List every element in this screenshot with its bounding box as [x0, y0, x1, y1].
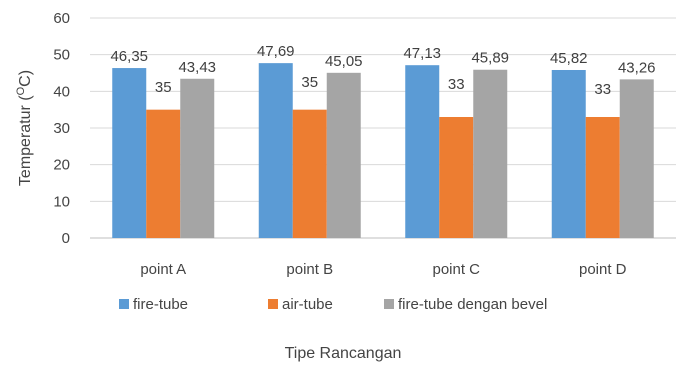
data-label: 47,13	[403, 45, 441, 62]
y-tick-label: 0	[62, 230, 70, 247]
bar-air-tube-point-D	[585, 117, 620, 238]
bar-fire-tube-dengan-bevel-point-C	[473, 69, 508, 238]
y-tick-label: 50	[53, 47, 70, 64]
bar-fire-tube-dengan-bevel-point-B	[326, 72, 361, 238]
data-label: 33	[594, 81, 611, 98]
data-label: 47,69	[257, 43, 295, 60]
bar-fire-tube-dengan-bevel-point-A	[180, 78, 215, 238]
legend-swatch	[384, 299, 394, 309]
x-category-label: point A	[140, 261, 186, 278]
bar-fire-tube-point-A	[112, 68, 147, 238]
data-label: 45,82	[550, 50, 588, 67]
data-label: 33	[448, 76, 465, 93]
bar-fire-tube-point-D	[551, 69, 586, 238]
bar-air-tube-point-C	[439, 117, 474, 238]
x-category-label: point D	[579, 261, 627, 278]
data-label: 35	[155, 79, 172, 96]
data-label: 43,43	[178, 59, 216, 76]
bars	[112, 63, 654, 239]
legend-label: fire-tube	[133, 296, 188, 313]
y-tick-label: 20	[53, 157, 70, 174]
data-labels: 46,35 35 43,43 47,69 35 45,05 47,13 33 45,89 45,8…	[110, 43, 655, 98]
data-label: 45,89	[471, 50, 509, 67]
bar-fire-tube-dengan-bevel-point-D	[619, 79, 654, 238]
y-axis-ticks: 0 10 20 30 40 50 60	[53, 10, 70, 247]
data-label: 46,35	[110, 48, 148, 65]
legend-swatch	[268, 299, 278, 309]
legend-label: fire-tube dengan bevel	[398, 296, 547, 313]
bar-fire-tube-point-C	[405, 65, 440, 238]
y-axis-label: Temperatur (OC)	[15, 70, 34, 186]
x-category-label: point C	[432, 261, 480, 278]
data-label: 45,05	[325, 53, 363, 70]
legend: fire-tube air-tube fire-tube dengan bevel	[119, 296, 547, 313]
x-category-label: point B	[286, 261, 333, 278]
y-tick-label: 30	[53, 120, 70, 137]
y-tick-label: 60	[53, 10, 70, 27]
y-tick-label: 40	[53, 83, 70, 100]
legend-swatch	[119, 299, 129, 309]
data-label: 35	[301, 74, 318, 91]
x-axis-label: Tipe Rancangan	[285, 345, 402, 362]
x-axis-categories: point A point B point C point D	[140, 261, 626, 278]
bar-air-tube-point-B	[292, 109, 327, 239]
legend-label: air-tube	[282, 296, 333, 313]
bar-fire-tube-point-B	[258, 63, 293, 239]
bar-air-tube-point-A	[146, 109, 181, 239]
data-label: 43,26	[618, 59, 656, 76]
y-tick-label: 10	[53, 193, 70, 210]
